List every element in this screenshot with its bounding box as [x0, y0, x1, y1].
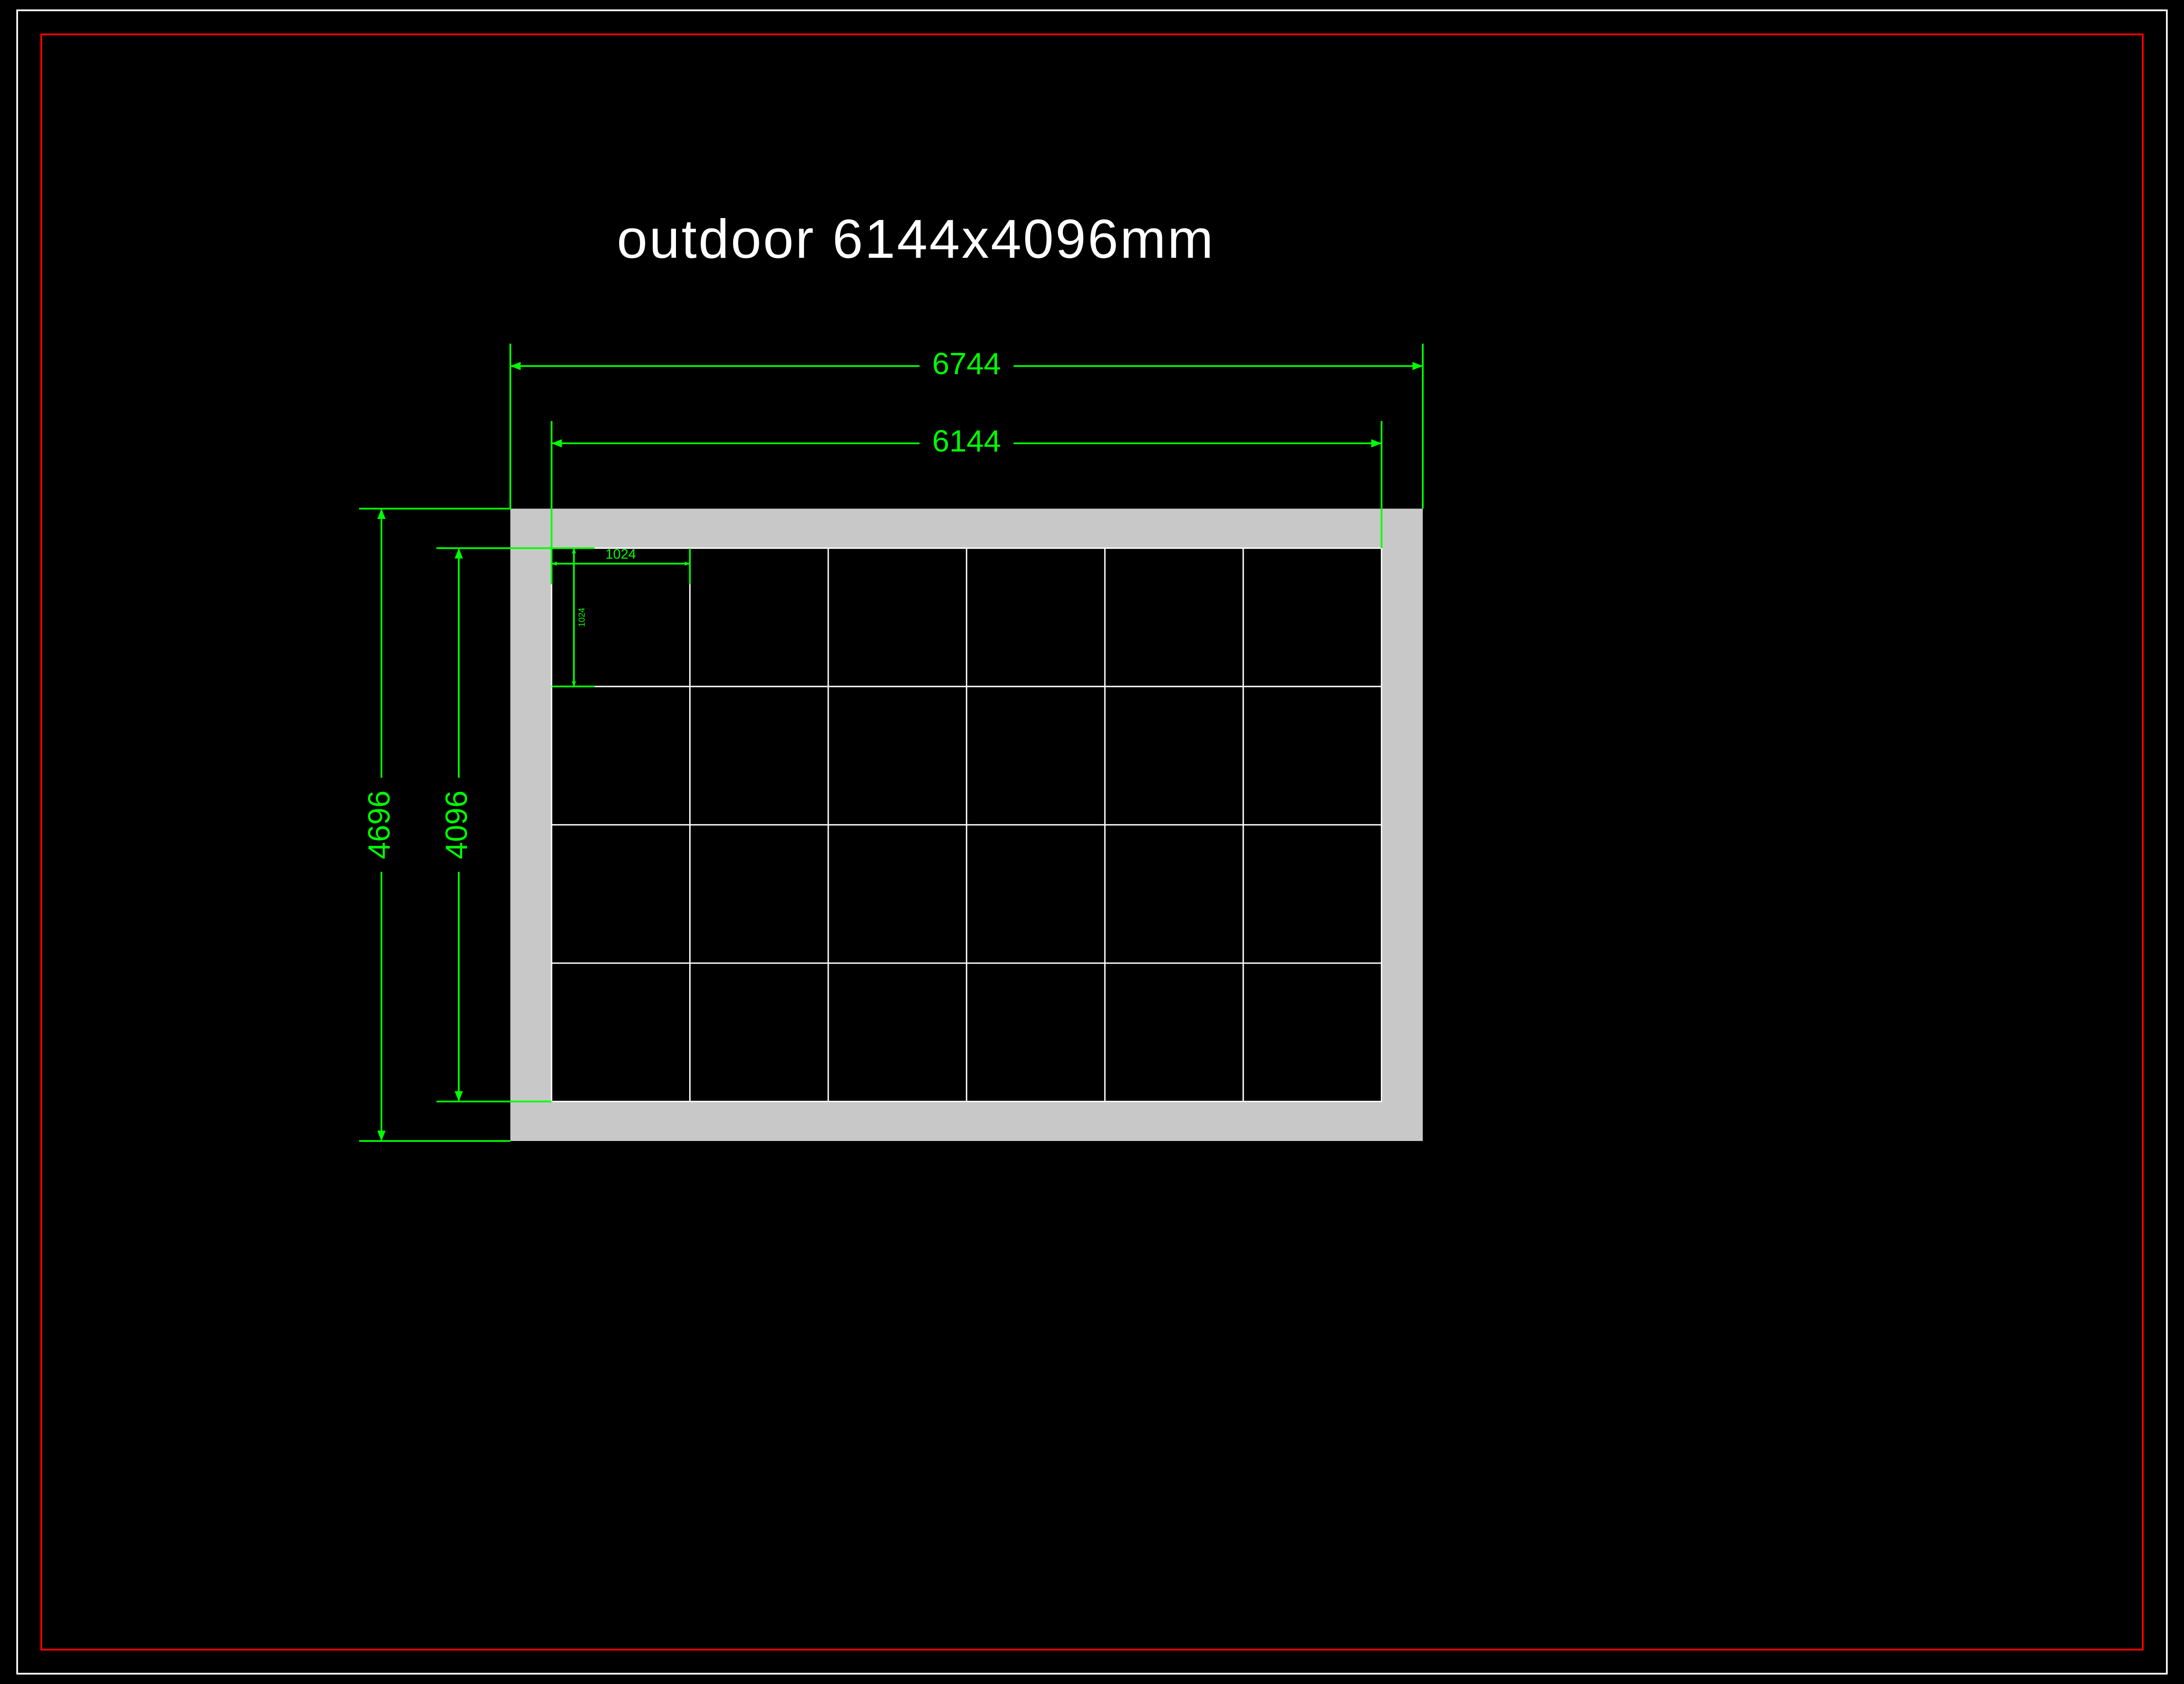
dim-cell-height-label: 1024: [577, 608, 587, 627]
dim-width-inner-label: 6144: [932, 423, 1001, 458]
drawing-title: outdoor 6144x4096mm: [617, 208, 1215, 270]
dim-height-outer-label: 4696: [362, 790, 396, 859]
cad-canvas: outdoor 6144x4096mm 6744 6144 4696 4096 1024 1…: [0, 0, 2184, 1684]
dim-width-outer-label: 6744: [932, 346, 1001, 381]
cad-drawing-svg: outdoor 6144x4096mm 6744 6144 4696 4096 1024 1…: [0, 0, 2184, 1684]
dim-height-inner-label: 4096: [439, 790, 474, 859]
dim-cell-width-label: 1024: [605, 547, 636, 562]
